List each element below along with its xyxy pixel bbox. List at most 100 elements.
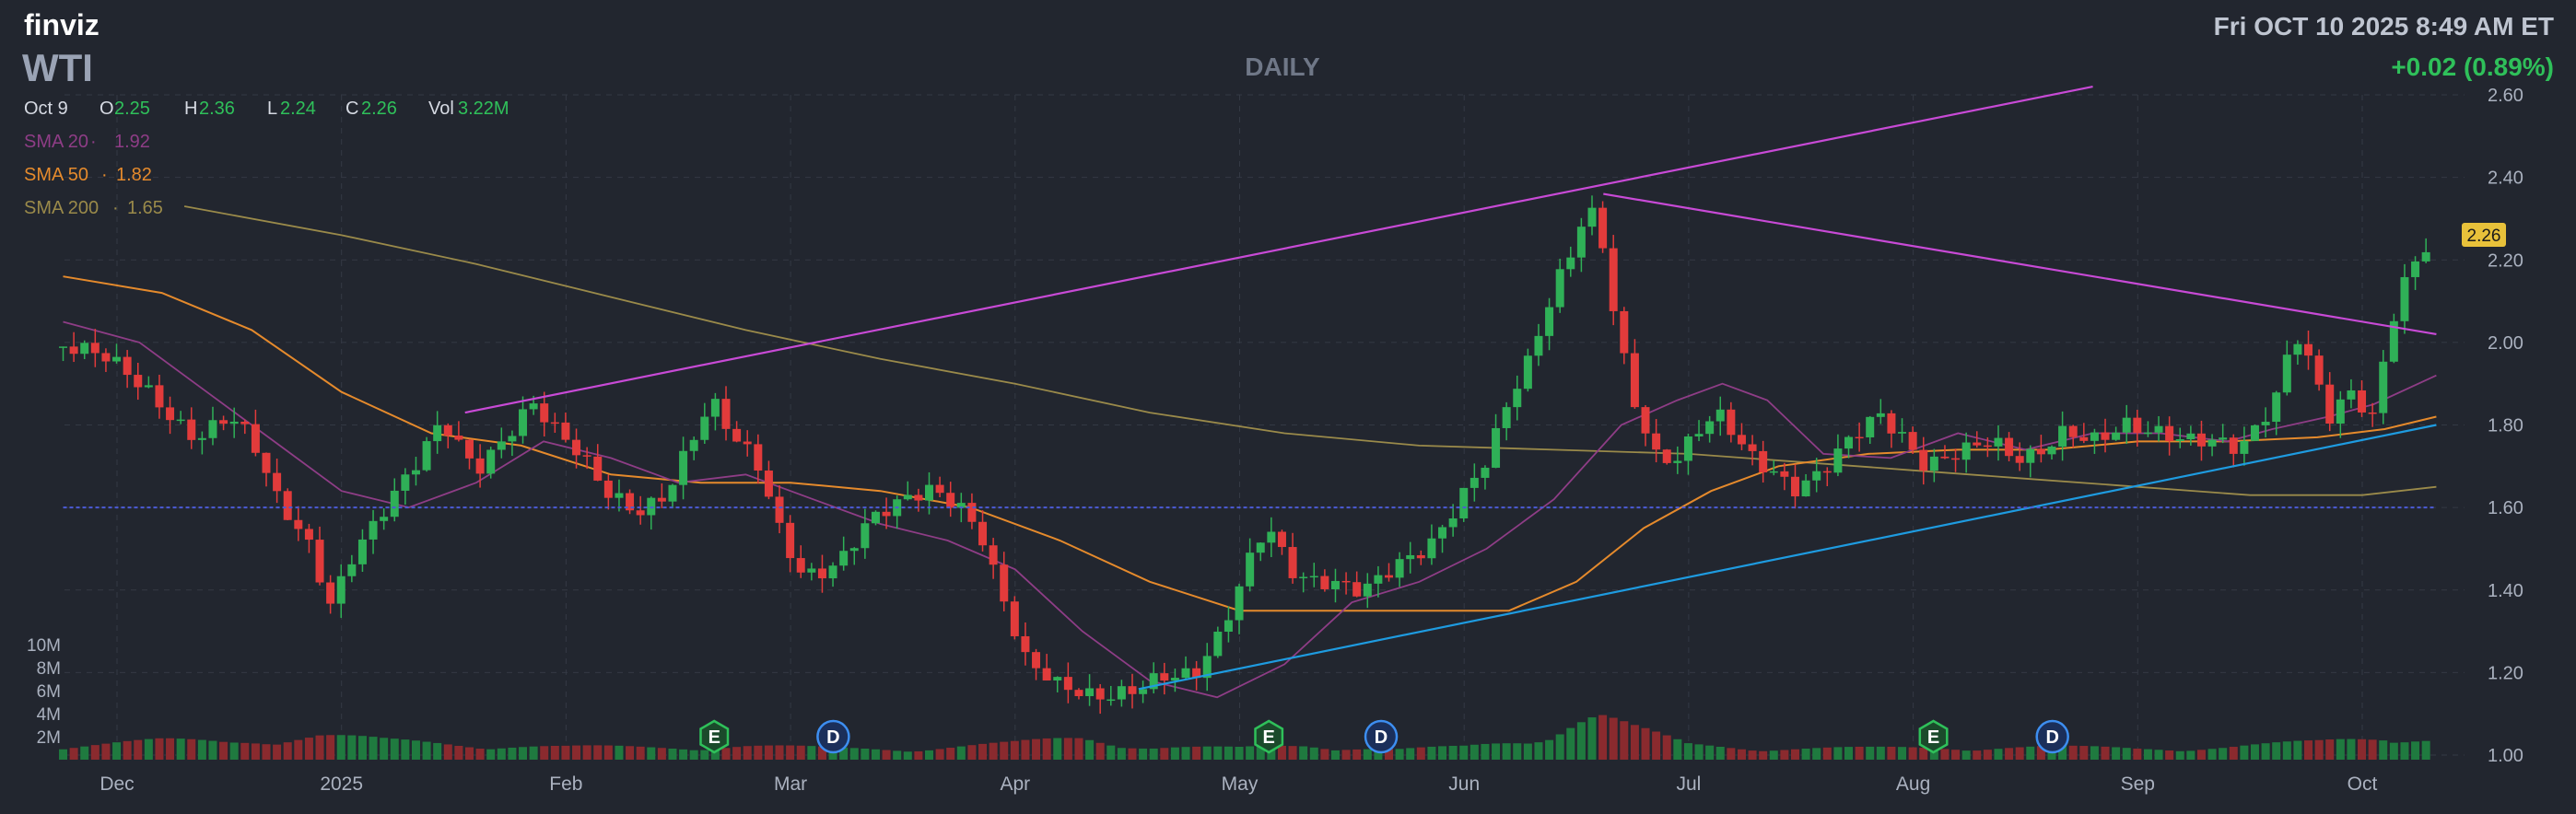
volume-bar (1887, 746, 1896, 760)
candle-body (1139, 689, 1148, 694)
volume-bar (2347, 738, 2356, 760)
volume-bar (2122, 748, 2131, 760)
candle-body (550, 422, 559, 424)
close-value: 2.26 (361, 99, 397, 119)
sma20-value: 1.92 (114, 132, 150, 152)
volume-bar (540, 746, 549, 760)
brand-logo[interactable]: finviz (24, 8, 100, 41)
candle-body (59, 346, 68, 348)
candle-body (1769, 471, 1778, 473)
volume-bar (1117, 748, 1126, 760)
y-tick-label: 2.00 (2488, 333, 2523, 354)
volume-bar (2101, 746, 2110, 760)
volume-bar (2272, 742, 2281, 760)
candle-body (1000, 564, 1009, 602)
dividend-marker[interactable]: D (1364, 719, 1399, 754)
earnings-marker[interactable]: E (1254, 719, 1284, 754)
candle-body (1299, 576, 1308, 578)
earnings-marker[interactable]: E (1918, 719, 1949, 754)
volume-bar (155, 738, 164, 760)
candle-body (422, 441, 431, 471)
volume-bar (1737, 749, 1746, 760)
candle-body (326, 582, 335, 604)
candle-body (304, 529, 313, 541)
candle-body (1545, 307, 1554, 336)
volume-bar (2325, 739, 2335, 760)
period-label: DAILY (1245, 52, 1320, 81)
candle-body (1063, 677, 1072, 691)
candle-body (486, 449, 496, 474)
candle-body (1620, 310, 1629, 354)
candle-body (1502, 407, 1511, 428)
volume-bar (1000, 741, 1009, 760)
volume-bar (1181, 747, 1190, 760)
volume-bar (679, 749, 688, 760)
candle-body (1983, 445, 1992, 448)
volume-bar (1267, 745, 1276, 760)
volume-bar (721, 748, 731, 760)
candle-body (144, 385, 153, 388)
candle-body (2347, 390, 2356, 400)
candle-body (2219, 437, 2228, 440)
sma-lines (63, 205, 2437, 699)
volume-bar (1866, 746, 1875, 760)
trendlines[interactable] (63, 85, 2437, 691)
datetime: Fri OCT 10 2025 8:49 AM ET (2214, 12, 2554, 41)
candle-body (561, 422, 570, 440)
candle-body (208, 420, 217, 438)
trendline-lower-support[interactable] (1138, 424, 2437, 691)
earnings-marker[interactable]: E (699, 719, 730, 754)
volume-bar (1385, 749, 1394, 760)
sma200-value: 1.65 (127, 198, 163, 218)
candle-body (1609, 248, 1618, 311)
volume-bar (2314, 739, 2324, 760)
candle-body (636, 510, 645, 516)
candle-body (443, 424, 452, 436)
volume-bar (1288, 746, 1297, 760)
dividend-marker[interactable]: D (2035, 719, 2069, 754)
candle-body (1822, 471, 1832, 473)
x-tick-label: Aug (1896, 773, 1930, 795)
candle-body (775, 496, 784, 523)
volume-bar (978, 743, 988, 760)
trendline-upper-resistance-right[interactable] (1603, 192, 2437, 335)
sma50-line (63, 275, 2437, 612)
trendline-upper-resistance-left[interactable] (464, 85, 2093, 414)
sma200-line (183, 205, 2437, 496)
candle-body (1587, 207, 1597, 227)
candle-body (187, 419, 196, 440)
volume-bar (2068, 745, 2078, 760)
volume-bar (710, 749, 720, 760)
x-tick-label: Dec (100, 773, 134, 795)
volume-bar (561, 745, 570, 760)
candle-body (989, 545, 998, 565)
x-tick-label: 2025 (320, 773, 363, 795)
volume-bar (1406, 748, 1415, 760)
volume-bar (219, 741, 228, 760)
candle-body (2175, 439, 2184, 442)
candle-body (2389, 320, 2398, 362)
candle-body (1267, 531, 1276, 543)
volume-bar (861, 749, 870, 760)
volume-label: Vol (428, 99, 454, 119)
volume-bar (689, 750, 698, 760)
volume-bar (2336, 738, 2345, 760)
candle-body (401, 474, 410, 491)
y-tick-label: 1.80 (2488, 416, 2523, 436)
candle-body (1780, 471, 1789, 477)
event-marker-letter: D (1375, 727, 1388, 748)
dividend-marker[interactable]: D (816, 719, 850, 754)
high-label: H (184, 99, 197, 119)
candle-body (2368, 412, 2377, 414)
volume-bar (647, 747, 656, 760)
candle-body (1128, 686, 1137, 694)
volume-bar (582, 745, 591, 760)
candle-body (1737, 435, 1746, 445)
volume-tick-label: 4M (37, 705, 61, 725)
y-tick-label: 1.00 (2488, 746, 2523, 766)
volume-bar (1235, 746, 1244, 760)
volume-bar (1459, 745, 1469, 760)
volume-bar (475, 749, 485, 760)
event-marker-letter: E (1927, 727, 1939, 748)
